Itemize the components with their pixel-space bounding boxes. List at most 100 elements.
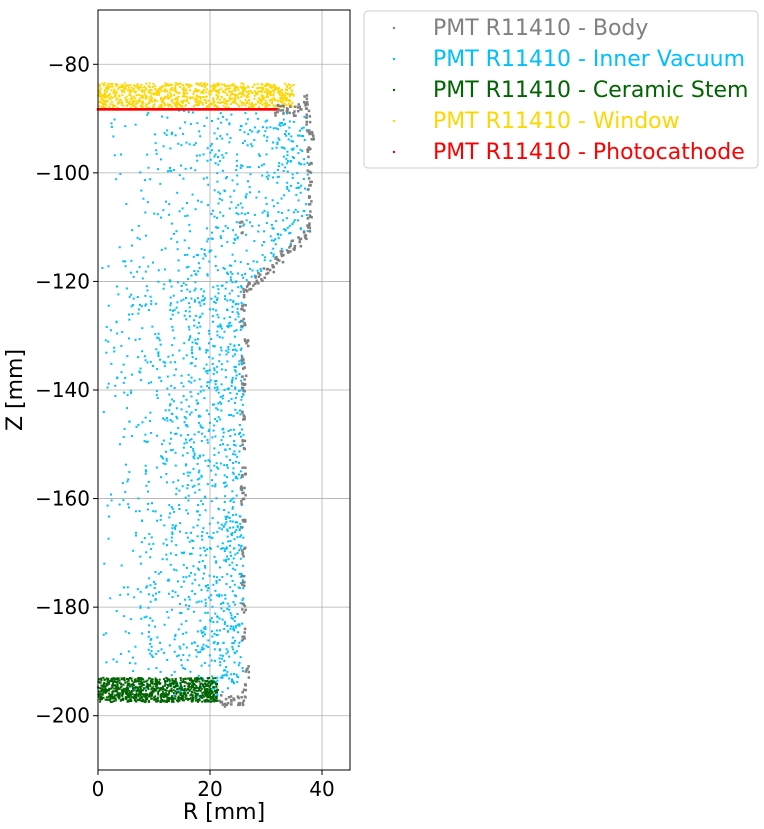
inner-vacuum-point bbox=[266, 177, 269, 180]
body-point bbox=[229, 695, 233, 698]
inner-vacuum-point bbox=[197, 694, 200, 697]
body-point bbox=[245, 668, 249, 671]
inner-vacuum-point bbox=[223, 330, 226, 333]
inner-vacuum-point bbox=[182, 576, 185, 579]
ceramic-stem-point bbox=[98, 687, 101, 690]
ceramic-stem-point bbox=[172, 700, 175, 703]
body-point bbox=[244, 374, 248, 378]
inner-vacuum-point bbox=[232, 299, 235, 302]
ceramic-stem-point bbox=[188, 698, 191, 700]
ceramic-stem-point bbox=[210, 690, 213, 693]
ceramic-stem-point bbox=[214, 691, 217, 694]
ceramic-stem-point bbox=[121, 689, 124, 692]
body-point bbox=[306, 226, 310, 229]
inner-vacuum-point bbox=[253, 274, 256, 277]
body-point bbox=[239, 225, 242, 228]
inner-vacuum-point bbox=[233, 401, 236, 404]
inner-vacuum-point bbox=[210, 119, 213, 122]
window-point bbox=[98, 83, 101, 86]
window-point bbox=[242, 101, 245, 104]
inner-vacuum-point bbox=[210, 659, 213, 662]
inner-vacuum-point bbox=[212, 531, 215, 534]
inner-vacuum-point bbox=[213, 640, 216, 643]
ceramic-stem-point bbox=[151, 678, 154, 681]
inner-vacuum-point bbox=[264, 256, 267, 259]
ceramic-stem-point bbox=[100, 689, 103, 692]
window-point bbox=[100, 94, 103, 97]
inner-vacuum-point bbox=[168, 169, 171, 172]
window-point bbox=[169, 103, 172, 106]
window-point bbox=[122, 84, 125, 87]
inner-vacuum-point bbox=[226, 466, 229, 469]
inner-vacuum-point bbox=[193, 592, 196, 595]
window-point bbox=[270, 91, 273, 94]
inner-vacuum-point bbox=[242, 386, 245, 389]
ceramic-stem-point bbox=[199, 689, 202, 692]
inner-vacuum-point bbox=[116, 376, 119, 379]
ceramic-stem-point bbox=[133, 684, 136, 687]
inner-vacuum-point bbox=[204, 509, 207, 512]
inner-vacuum-point bbox=[217, 508, 220, 511]
ceramic-stem-point bbox=[212, 694, 215, 697]
window-point bbox=[109, 85, 112, 88]
ceramic-stem-point bbox=[174, 690, 177, 693]
inner-vacuum-point bbox=[165, 417, 168, 420]
ceramic-stem-point bbox=[187, 698, 190, 701]
ceramic-stem-point bbox=[103, 688, 106, 691]
window-point bbox=[209, 103, 212, 106]
body-point bbox=[241, 552, 244, 556]
ceramic-stem-point bbox=[149, 695, 152, 698]
ceramic-stem-point bbox=[215, 697, 218, 700]
inner-vacuum-point bbox=[187, 608, 190, 611]
body-point bbox=[242, 361, 246, 365]
body-point bbox=[237, 702, 241, 705]
inner-vacuum-point bbox=[194, 578, 197, 581]
inner-vacuum-point bbox=[236, 612, 239, 615]
window-point bbox=[272, 93, 275, 96]
window-point bbox=[243, 89, 246, 92]
window-point bbox=[237, 97, 240, 100]
inner-vacuum-point bbox=[281, 163, 284, 166]
window-point bbox=[288, 92, 291, 95]
body-point bbox=[243, 627, 247, 631]
inner-vacuum-point bbox=[151, 325, 154, 328]
window-point bbox=[200, 85, 203, 87]
window-point bbox=[262, 88, 265, 91]
window-point bbox=[267, 90, 270, 93]
inner-vacuum-point bbox=[223, 627, 226, 630]
ceramic-stem-point bbox=[123, 688, 126, 691]
inner-vacuum-point bbox=[140, 305, 143, 308]
inner-vacuum-point bbox=[177, 281, 180, 284]
inner-vacuum-point bbox=[223, 559, 226, 562]
inner-vacuum-point bbox=[190, 438, 193, 441]
inner-vacuum-point bbox=[162, 439, 165, 442]
inner-vacuum-point bbox=[221, 676, 224, 679]
inner-vacuum-point bbox=[205, 227, 208, 230]
inner-vacuum-point bbox=[193, 289, 196, 292]
inner-vacuum-point bbox=[173, 568, 176, 571]
ceramic-stem-point bbox=[191, 684, 194, 687]
window-point bbox=[277, 87, 280, 90]
ceramic-stem-point bbox=[175, 699, 178, 702]
inner-vacuum-point bbox=[213, 367, 216, 370]
inner-vacuum-point bbox=[194, 281, 197, 284]
ceramic-stem-point bbox=[110, 701, 113, 704]
inner-vacuum-point bbox=[234, 387, 237, 390]
inner-vacuum-point bbox=[205, 554, 208, 557]
inner-vacuum-point bbox=[303, 158, 306, 161]
inner-vacuum-point bbox=[213, 403, 216, 406]
inner-vacuum-point bbox=[163, 365, 166, 368]
window-point bbox=[125, 95, 128, 98]
ceramic-stem-point bbox=[180, 687, 183, 690]
window-point bbox=[279, 97, 282, 100]
inner-vacuum-point bbox=[197, 262, 200, 265]
inner-vacuum-point bbox=[104, 339, 107, 342]
inner-vacuum-point bbox=[226, 528, 229, 531]
window-point bbox=[242, 85, 245, 88]
ceramic-stem-point bbox=[190, 693, 193, 696]
ceramic-stem-point bbox=[136, 688, 139, 691]
window-point bbox=[131, 100, 134, 103]
inner-vacuum-point bbox=[279, 124, 282, 127]
window-point bbox=[118, 95, 121, 98]
body-point bbox=[308, 115, 312, 118]
